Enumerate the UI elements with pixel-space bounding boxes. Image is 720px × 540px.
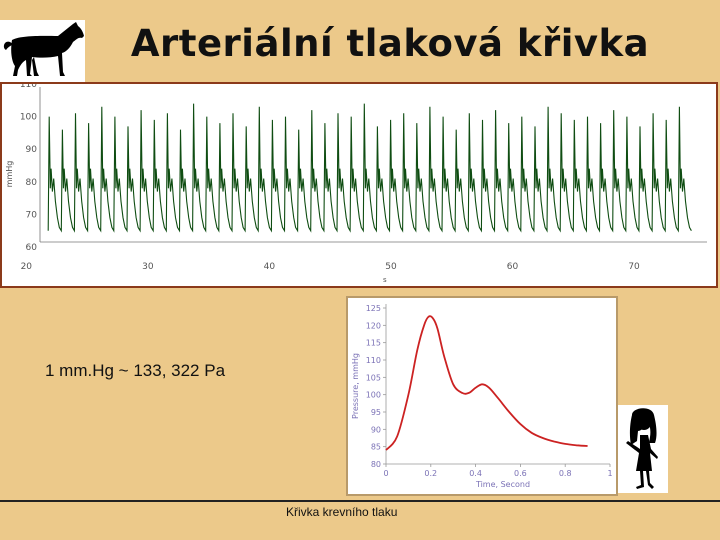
pulse-series-line	[385, 315, 588, 451]
y-tick-label: 95	[371, 408, 381, 417]
y-tick-label: 100	[20, 113, 37, 123]
y-tick-label: 70	[26, 210, 38, 220]
y-tick-label: 110	[20, 84, 37, 90]
y-tick-label: 60	[26, 243, 38, 253]
x-tick-label: 20	[21, 262, 33, 272]
x-tick-label: 0	[383, 469, 388, 478]
x-axis-label: s	[383, 276, 387, 284]
y-tick-label: 80	[26, 178, 38, 188]
y-tick-label: 105	[366, 373, 381, 382]
x-tick-label: 0.6	[514, 469, 527, 478]
y-axis-label: Pressure, mmHg	[351, 353, 360, 419]
x-tick-label: 60	[507, 262, 519, 272]
pulse-waveform-chart: 80 85 90 95 100 105 110 115 120 125 0 0.2 0.4 0.6 0.8 1…	[346, 296, 618, 496]
x-tick-label: 0.8	[559, 469, 572, 478]
y-tick-label: 80	[371, 460, 381, 469]
y-tick-label: 115	[366, 339, 381, 348]
y-tick-label: 125	[366, 304, 381, 313]
x-tick-label: 70	[628, 262, 640, 272]
slide-title: Arteriální tlaková křivka	[130, 22, 650, 65]
caption-divider	[0, 500, 720, 502]
pressure-series-line	[47, 103, 692, 233]
figure-caption: Křivka krevního tlaku	[286, 505, 398, 519]
y-tick-label: 120	[366, 321, 381, 330]
x-tick-label: 30	[142, 262, 154, 272]
pressure-recording-chart: 60 70 80 90 100 110 20 30 40 50 60 70 mmHg s	[0, 80, 718, 288]
x-tick-label: 0.2	[424, 469, 437, 478]
girl-silhouette-icon	[626, 408, 658, 489]
y-tick-label: 85	[371, 443, 381, 452]
y-axis-label: mmHg	[5, 161, 14, 188]
x-tick-label: 0.4	[469, 469, 482, 478]
girl-image	[618, 405, 668, 493]
y-tick-label: 90	[371, 425, 381, 434]
x-tick-label: 50	[385, 262, 397, 272]
y-tick-label: 90	[26, 145, 38, 155]
horse-image	[0, 20, 85, 82]
y-tick-label: 100	[366, 391, 381, 400]
horse-silhouette-icon	[3, 22, 84, 76]
unit-conversion-text: 1 mm.Hg ~ 133, 322 Pa	[45, 361, 226, 380]
x-tick-label: 40	[264, 262, 276, 272]
y-tick-label: 110	[366, 356, 381, 365]
x-axis-label: Time, Second	[475, 480, 530, 489]
x-tick-label: 1	[607, 469, 612, 478]
